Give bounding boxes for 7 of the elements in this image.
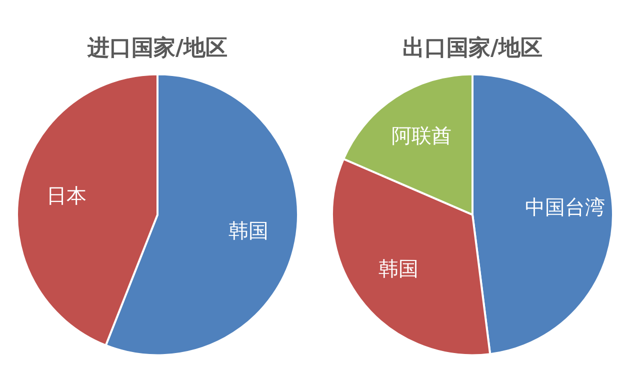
chart-title: 进口国家/地区 — [86, 34, 228, 61]
slice-label: 韩国 — [378, 256, 418, 281]
slice-label: 日本 — [46, 184, 86, 208]
chart-title: 出口国家/地区 — [402, 34, 543, 61]
slice-label: 中国台湾 — [525, 195, 606, 220]
slice-label: 韩国 — [228, 218, 269, 242]
slice-label: 阿联酋 — [392, 123, 452, 148]
